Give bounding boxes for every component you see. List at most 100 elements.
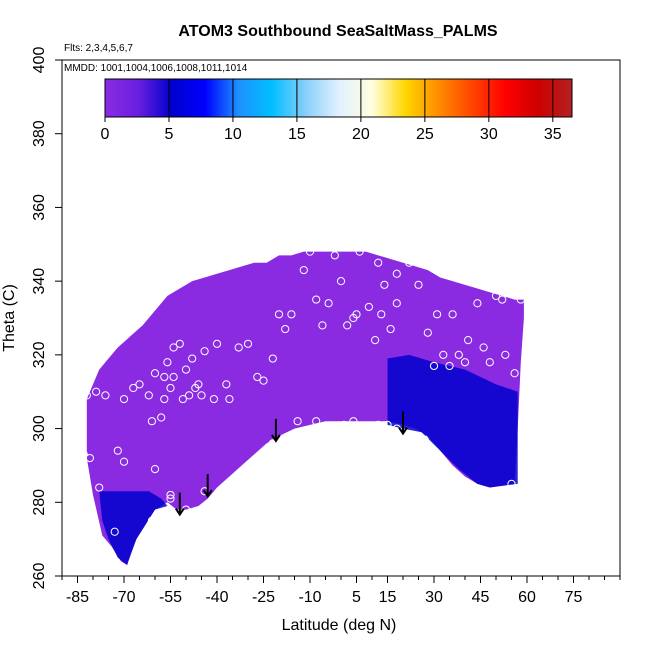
x-tick-label: -85 [66,589,89,606]
x-tick-label: 30 [425,589,443,606]
observation-point [259,376,268,385]
x-tick-label: -55 [159,589,182,606]
flight-arrow [174,492,185,517]
observation-point [209,394,218,404]
observation-point [169,343,178,352]
observation-point [324,299,333,308]
observation-point [405,258,414,267]
x-tick-label: -70 [112,589,135,606]
observation-point [82,391,91,400]
x-tick-label: 75 [565,589,583,606]
observation-point [194,380,203,389]
observation-point [476,487,485,496]
observation-point [160,372,169,382]
observation-point [374,420,383,429]
observation-point [473,299,482,308]
observation-point [386,324,395,334]
observation-point [414,280,423,289]
observation-point [464,336,473,345]
colorbar-tick-label: 10 [224,126,242,143]
observation-point [150,465,160,474]
y-tick-label: 320 [31,341,48,368]
observation-point [163,358,172,367]
observation-point [135,380,144,389]
observation-point [92,387,101,396]
x-tick-label: 15 [379,589,397,606]
observation-point [163,509,172,518]
observation-point [318,321,327,330]
observation-point [445,361,454,371]
colorbar-tick-label: 20 [352,126,370,143]
observation-point [79,450,88,459]
observation-point [157,413,166,422]
observation-point [420,435,429,444]
observation-point [144,391,153,400]
colorbar-tick-label: 35 [544,126,562,143]
observation-point [222,380,231,389]
observation-point [166,494,175,503]
data-field [86,251,524,565]
observation-point [95,483,104,492]
observation-point [281,324,290,334]
observation-point [330,251,339,260]
y-tick-label: 300 [31,415,48,442]
observation-point [129,383,138,393]
observation-point [392,299,401,308]
x-tick-label: 5 [352,589,361,606]
flight-arrow [271,418,281,443]
observation-point [268,439,277,448]
observation-point [305,247,315,256]
x-tick-label: 60 [518,589,536,606]
y-axis: 260 280 300 320 340 360 380 400 [31,47,62,590]
observation-point [460,479,470,488]
observation-point [507,479,516,488]
observation-point [343,321,352,330]
observation-point [340,420,349,429]
observation-point [479,343,488,352]
x-tick-label: -40 [205,589,228,606]
observation-point [377,310,386,319]
observation-point [225,394,234,404]
observation-point [253,372,262,382]
observation-point [352,310,361,319]
observation-point [110,527,119,536]
observation-point [287,310,296,319]
observation-point [374,258,383,267]
observation-point [312,417,321,426]
observation-point [498,295,507,304]
observation-point [169,372,178,382]
observation-point [336,277,346,286]
observation-point [392,269,401,278]
observation-point [166,490,175,500]
observation-point [429,361,439,371]
flight-arrow [398,411,408,436]
observation-point [510,369,519,378]
observation-point [485,358,494,367]
observation-point [299,265,308,275]
y-tick-label: 260 [31,563,48,590]
observation-point [460,358,470,367]
observation-point [516,295,525,304]
observation-point [448,476,457,485]
observation-point [181,365,191,374]
observation-point [185,391,194,400]
y-tick-label: 280 [31,489,48,516]
observation-point [268,354,277,363]
observation-point [433,457,442,466]
observation-point [433,310,442,319]
colorbar-tick-label: 25 [416,126,434,143]
observation-point [448,310,457,319]
observation-point [150,369,160,378]
observation-points [79,247,525,536]
observation-point [234,343,243,352]
dates-label: MMDD: 1001,1004,1006,1008,1011,1014 [64,63,248,74]
colorbar-ticks: 0 5 10 15 20 25 30 35 [101,79,562,143]
observation-point [175,339,184,348]
observation-point [371,336,380,345]
observation-point [355,247,364,256]
y-tick-label: 340 [31,268,48,295]
observation-point [200,347,209,356]
y-tick-label: 380 [31,120,48,147]
y-tick-label: 400 [31,47,48,74]
